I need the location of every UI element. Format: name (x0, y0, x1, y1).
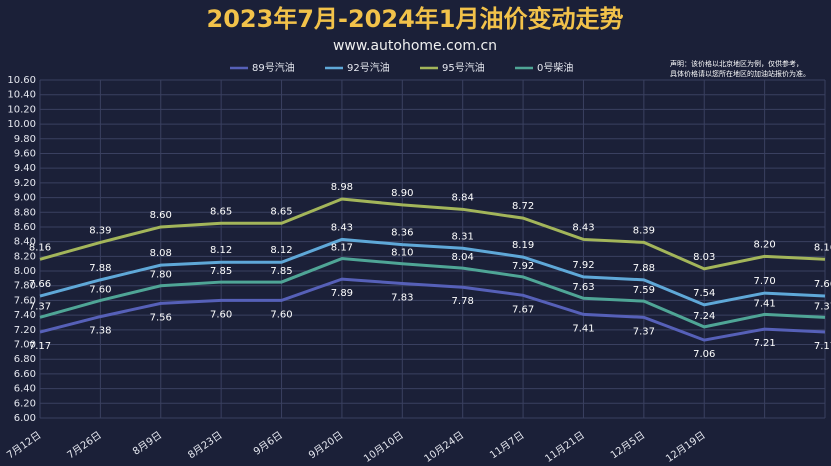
value-label: 8.65 (210, 206, 232, 217)
value-label: 8.31 (452, 231, 474, 242)
y-tick-label: 7.60 (14, 295, 36, 306)
value-label: 8.98 (331, 182, 353, 193)
value-label: 7.92 (512, 261, 534, 272)
series-line (39, 197, 826, 271)
value-label: 8.36 (391, 228, 413, 239)
value-label: 8.39 (89, 225, 111, 236)
y-tick-label: 7.40 (14, 310, 36, 321)
y-tick-label: 10.60 (7, 75, 36, 86)
value-label: 7.78 (452, 296, 474, 307)
value-label: 7.17 (814, 341, 831, 352)
value-label: 8.10 (391, 248, 413, 259)
y-tick-label: 6.20 (14, 398, 36, 409)
value-label: 8.12 (210, 245, 232, 256)
y-tick-label: 10.00 (7, 119, 36, 130)
value-label: 8.03 (693, 252, 715, 263)
y-tick-label: 6.40 (14, 384, 36, 395)
y-tick-label: 8.60 (14, 222, 36, 233)
y-tick-label: 9.80 (14, 134, 36, 145)
y-tick-label: 6.60 (14, 369, 36, 380)
note: 具体价格请以您所在地区的加油站报价为准。 (670, 69, 810, 78)
value-label: 7.92 (572, 260, 594, 271)
value-label: 7.66 (29, 279, 51, 290)
value-label: 7.85 (270, 266, 292, 277)
value-label: 8.20 (753, 239, 775, 250)
value-label: 8.17 (331, 243, 353, 254)
value-label: 7.80 (150, 270, 172, 281)
value-label: 7.41 (572, 323, 594, 334)
value-label: 7.17 (29, 341, 51, 352)
value-label: 7.60 (270, 309, 292, 320)
value-label: 8.39 (633, 225, 655, 236)
value-label: 8.04 (452, 252, 474, 263)
value-label: 8.43 (331, 222, 353, 233)
chart-title: 2023年7月-2024年1月油价变动走势 (207, 5, 624, 33)
value-label: 7.06 (693, 349, 715, 360)
value-label: 7.60 (210, 309, 232, 320)
value-label: 7.37 (814, 301, 831, 312)
y-tick-label: 8.00 (14, 266, 36, 277)
value-label: 7.56 (150, 312, 172, 323)
value-label: 7.60 (89, 284, 111, 295)
y-tick-label: 7.20 (14, 325, 36, 336)
value-label: 7.70 (753, 276, 775, 287)
y-tick-label: 10.40 (7, 90, 36, 101)
value-label: 7.37 (633, 326, 655, 337)
y-tick-label: 7.80 (14, 281, 36, 292)
value-label: 7.63 (572, 282, 594, 293)
y-tick-label: 6.00 (14, 413, 36, 424)
value-label: 7.59 (633, 285, 655, 296)
y-tick-label: 10.20 (7, 104, 36, 115)
value-label: 8.90 (391, 188, 413, 199)
legend-label: 0号柴油 (537, 61, 573, 74)
value-label: 7.21 (753, 338, 775, 349)
chart-subtitle: www.autohome.com.cn (333, 38, 497, 54)
y-tick-label: 9.40 (14, 163, 36, 174)
note: 声明：该价格以北京地区为例，仅供参考， (670, 59, 803, 68)
value-label: 8.08 (150, 248, 172, 259)
value-label: 8.84 (452, 192, 474, 203)
value-label: 8.72 (512, 201, 534, 212)
value-label: 7.67 (512, 304, 534, 315)
value-label: 8.60 (150, 210, 172, 221)
value-label: 7.41 (753, 298, 775, 309)
value-label: 8.12 (270, 245, 292, 256)
value-label: 7.88 (89, 263, 111, 274)
legend-label: 92号汽油 (347, 61, 390, 74)
value-label: 8.19 (512, 240, 534, 251)
y-tick-label: 9.60 (14, 148, 36, 159)
y-tick-label: 6.80 (14, 354, 36, 365)
value-label: 8.43 (572, 222, 594, 233)
legend-label: 89号汽油 (252, 61, 295, 74)
y-tick-label: 8.80 (14, 207, 36, 218)
y-tick-label: 9.20 (14, 178, 36, 189)
value-label: 8.65 (270, 206, 292, 217)
legend-label: 95号汽油 (442, 61, 485, 74)
y-tick-label: 8.40 (14, 237, 36, 248)
value-label: 7.88 (633, 263, 655, 274)
value-label: 7.83 (391, 293, 413, 304)
value-label: 7.37 (29, 301, 51, 312)
y-tick-label: 7.00 (14, 340, 36, 351)
value-label: 7.38 (89, 326, 111, 337)
value-label: 7.89 (331, 288, 353, 299)
series-line (39, 277, 826, 342)
y-tick-label: 8.20 (14, 251, 36, 262)
value-label: 7.54 (693, 288, 715, 299)
value-label: 7.66 (814, 279, 831, 290)
value-label: 7.24 (693, 311, 715, 322)
series-line (39, 237, 826, 307)
y-tick-label: 9.00 (14, 193, 36, 204)
value-label: 8.16 (814, 242, 831, 253)
value-label: 8.16 (29, 242, 51, 253)
series-line (39, 257, 826, 329)
value-label: 7.85 (210, 266, 232, 277)
